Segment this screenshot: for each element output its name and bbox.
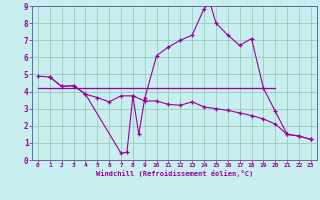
X-axis label: Windchill (Refroidissement éolien,°C): Windchill (Refroidissement éolien,°C) [96, 170, 253, 177]
